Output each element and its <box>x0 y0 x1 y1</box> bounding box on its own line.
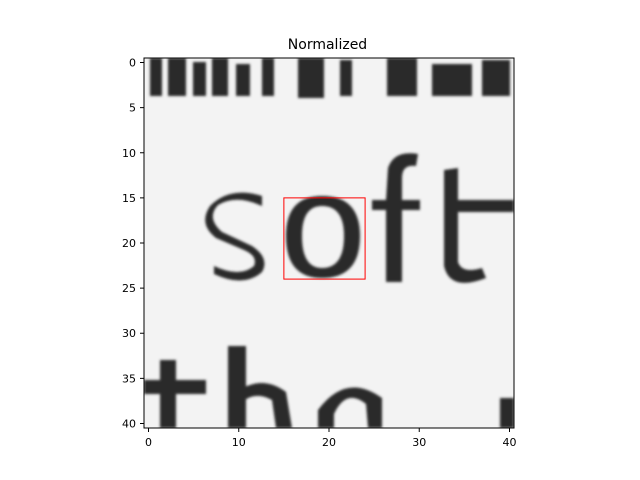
glyph-bottom-4 <box>236 383 292 428</box>
y-tick-label: 25 <box>122 282 136 295</box>
x-tick-label: 20 <box>322 436 336 449</box>
glyph-top-2 <box>168 58 186 96</box>
glyph-top-9 <box>387 58 417 96</box>
x-tick-label: 0 <box>145 436 152 449</box>
image-background <box>144 58 514 428</box>
x-tick-label: 30 <box>412 436 426 449</box>
glyph-top-1 <box>150 58 162 96</box>
glyph-bottom-2 <box>160 360 176 428</box>
x-tick-label: 10 <box>232 436 246 449</box>
bounding-box <box>283 197 366 280</box>
glyph-top-10 <box>432 64 472 96</box>
image-heatmap <box>144 58 514 428</box>
glyph-top-8 <box>340 60 352 96</box>
y-axis: 0 5 10 15 20 25 30 35 40 <box>122 57 144 430</box>
y-tick-label: 20 <box>122 237 136 250</box>
x-tick-label: 40 <box>502 436 516 449</box>
glyph-bottom-6 <box>500 398 514 428</box>
glyph-bottom-5 <box>318 387 382 428</box>
glyph-top-11 <box>482 60 510 96</box>
text-glyph-layer <box>144 58 514 428</box>
chart-title: Normalized <box>288 37 367 53</box>
glyph-top-5 <box>236 64 250 96</box>
glyph-bottom-3 <box>228 346 246 428</box>
glyph-o <box>286 196 360 278</box>
y-tick-label: 15 <box>122 192 136 205</box>
glyph-s <box>205 192 265 281</box>
y-tick-label: 30 <box>122 327 136 340</box>
glyph-top-3 <box>193 62 206 96</box>
y-tick-label: 35 <box>122 372 136 385</box>
y-tick-label: 10 <box>122 147 136 160</box>
y-tick-label: 40 <box>122 417 136 430</box>
y-tick-label: 5 <box>129 102 136 115</box>
x-axis: 0 10 20 30 40 <box>145 428 516 449</box>
y-tick-label: 0 <box>129 57 136 70</box>
glyph-top-4 <box>212 58 228 96</box>
glyph-top-7 <box>298 58 324 98</box>
glyph-t <box>444 168 514 283</box>
glyph-top-6 <box>262 58 274 96</box>
glyph-f <box>372 153 420 282</box>
